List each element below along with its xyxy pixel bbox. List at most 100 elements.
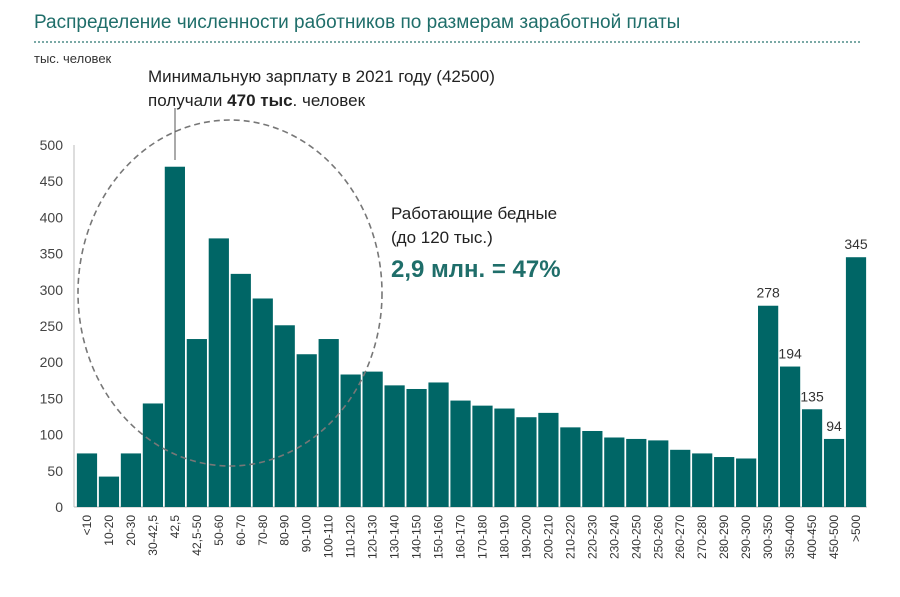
bar [582,430,603,507]
bar-value-label: 345 [844,236,868,252]
title-divider [34,41,860,43]
x-tick-label: 60-70 [234,515,248,546]
x-axis-labels: <10 10-20 20-30 30-42,5 42,5 42,5-50 50-60 60-7… [80,515,863,559]
bar [274,325,295,507]
x-tick-label: 140-150 [410,515,424,559]
bar [428,382,449,507]
poor-workers-subtitle: (до 120 тыс.) [391,228,493,247]
x-tick-label: 450-500 [827,515,841,559]
x-tick-label: 110-120 [344,515,358,558]
bar [692,453,713,507]
poor-workers-share: 2,9 млн. = 47% [391,256,561,283]
bar [98,476,120,507]
x-tick-label: 10-20 [102,515,116,546]
bar [120,453,142,507]
x-tick-label: 100-110 [322,515,336,558]
bar [406,388,427,507]
bar [296,354,317,507]
y-tick-label: 450 [40,173,64,189]
min-wage-annotation-line2: получали 470 тыс. человек [148,91,366,110]
bar [384,385,405,507]
bar-value-label: 135 [800,388,824,404]
x-tick-label: 210-220 [563,515,577,559]
y-axis-label: тыс. человек [34,51,112,66]
bar [362,371,383,507]
bar [230,273,251,507]
y-axis-ticks: 0 50 100 150 200 250 300 350 400 450 500 [40,137,64,515]
x-tick-label: 170-180 [475,515,489,559]
x-tick-label: 120-130 [366,515,380,559]
min-wage-annotation-line1: Минимальную зарплату в 2021 году (42500) [148,67,495,86]
y-tick-label: 100 [40,427,64,443]
x-tick-label: >500 [849,515,863,542]
x-tick-label: 20-30 [124,515,138,546]
x-tick-label: 150-160 [432,515,446,559]
bar [164,166,185,507]
bar [186,339,207,507]
x-tick-label: 80-90 [278,515,292,546]
bar [845,257,867,507]
bar [494,408,515,507]
x-tick-label: 50-60 [212,515,226,546]
y-tick-label: 150 [40,390,64,406]
poor-workers-ellipse [77,119,383,467]
bar-value-label: 194 [778,346,802,362]
bar [318,339,339,507]
x-tick-label: <10 [80,515,94,536]
chart-title: Распределение численности работников по … [34,12,681,33]
bar [779,366,801,507]
bar [670,449,691,507]
bar [714,457,735,507]
x-tick-label: 250-260 [651,515,665,559]
x-tick-label: 300-350 [761,515,775,559]
x-tick-label: 70-80 [256,515,270,546]
bar-value-label: 278 [756,285,780,301]
x-tick-label: 90-100 [300,515,314,553]
x-tick-label: 400-450 [805,515,819,559]
bar [604,437,625,507]
x-tick-label: 270-280 [695,515,709,559]
bar [801,409,823,507]
x-tick-label: 160-170 [454,515,468,559]
x-tick-label: 190-200 [519,515,533,559]
y-tick-label: 250 [40,318,64,334]
y-tick-label: 400 [40,209,64,225]
bar [560,427,581,507]
bar [142,403,164,507]
x-tick-label: 180-190 [497,515,511,559]
bar [450,400,471,507]
x-tick-label: 42,5-50 [190,515,204,556]
y-tick-label: 300 [40,282,64,298]
x-tick-label: 290-300 [739,515,753,559]
bar [472,405,493,507]
bar [626,438,647,507]
x-tick-label: 200-210 [541,515,555,559]
x-tick-label: 30-42,5 [146,515,160,556]
bars-group [76,166,867,507]
x-tick-label: 350-400 [783,515,797,559]
x-tick-label: 220-230 [585,515,599,559]
y-tick-label: 350 [40,246,64,262]
x-tick-label: 42,5 [168,515,182,539]
x-tick-label: 230-240 [607,515,621,559]
poor-workers-title: Работающие бедные [391,204,557,223]
bar [340,374,361,507]
bar [736,458,757,507]
bar [758,305,779,507]
x-tick-label: 260-270 [673,515,687,559]
bar [516,417,537,507]
x-tick-label: 130-140 [388,515,402,559]
bar [538,412,559,507]
bar [208,238,229,507]
y-tick-label: 500 [40,137,64,153]
bar-value-label: 94 [826,418,842,434]
x-tick-label: 240-250 [629,515,643,559]
bar [76,453,98,507]
bar [252,298,273,507]
bar [823,438,845,507]
x-tick-label: 280-290 [717,515,731,559]
bar [648,440,669,507]
y-tick-label: 200 [40,354,64,370]
